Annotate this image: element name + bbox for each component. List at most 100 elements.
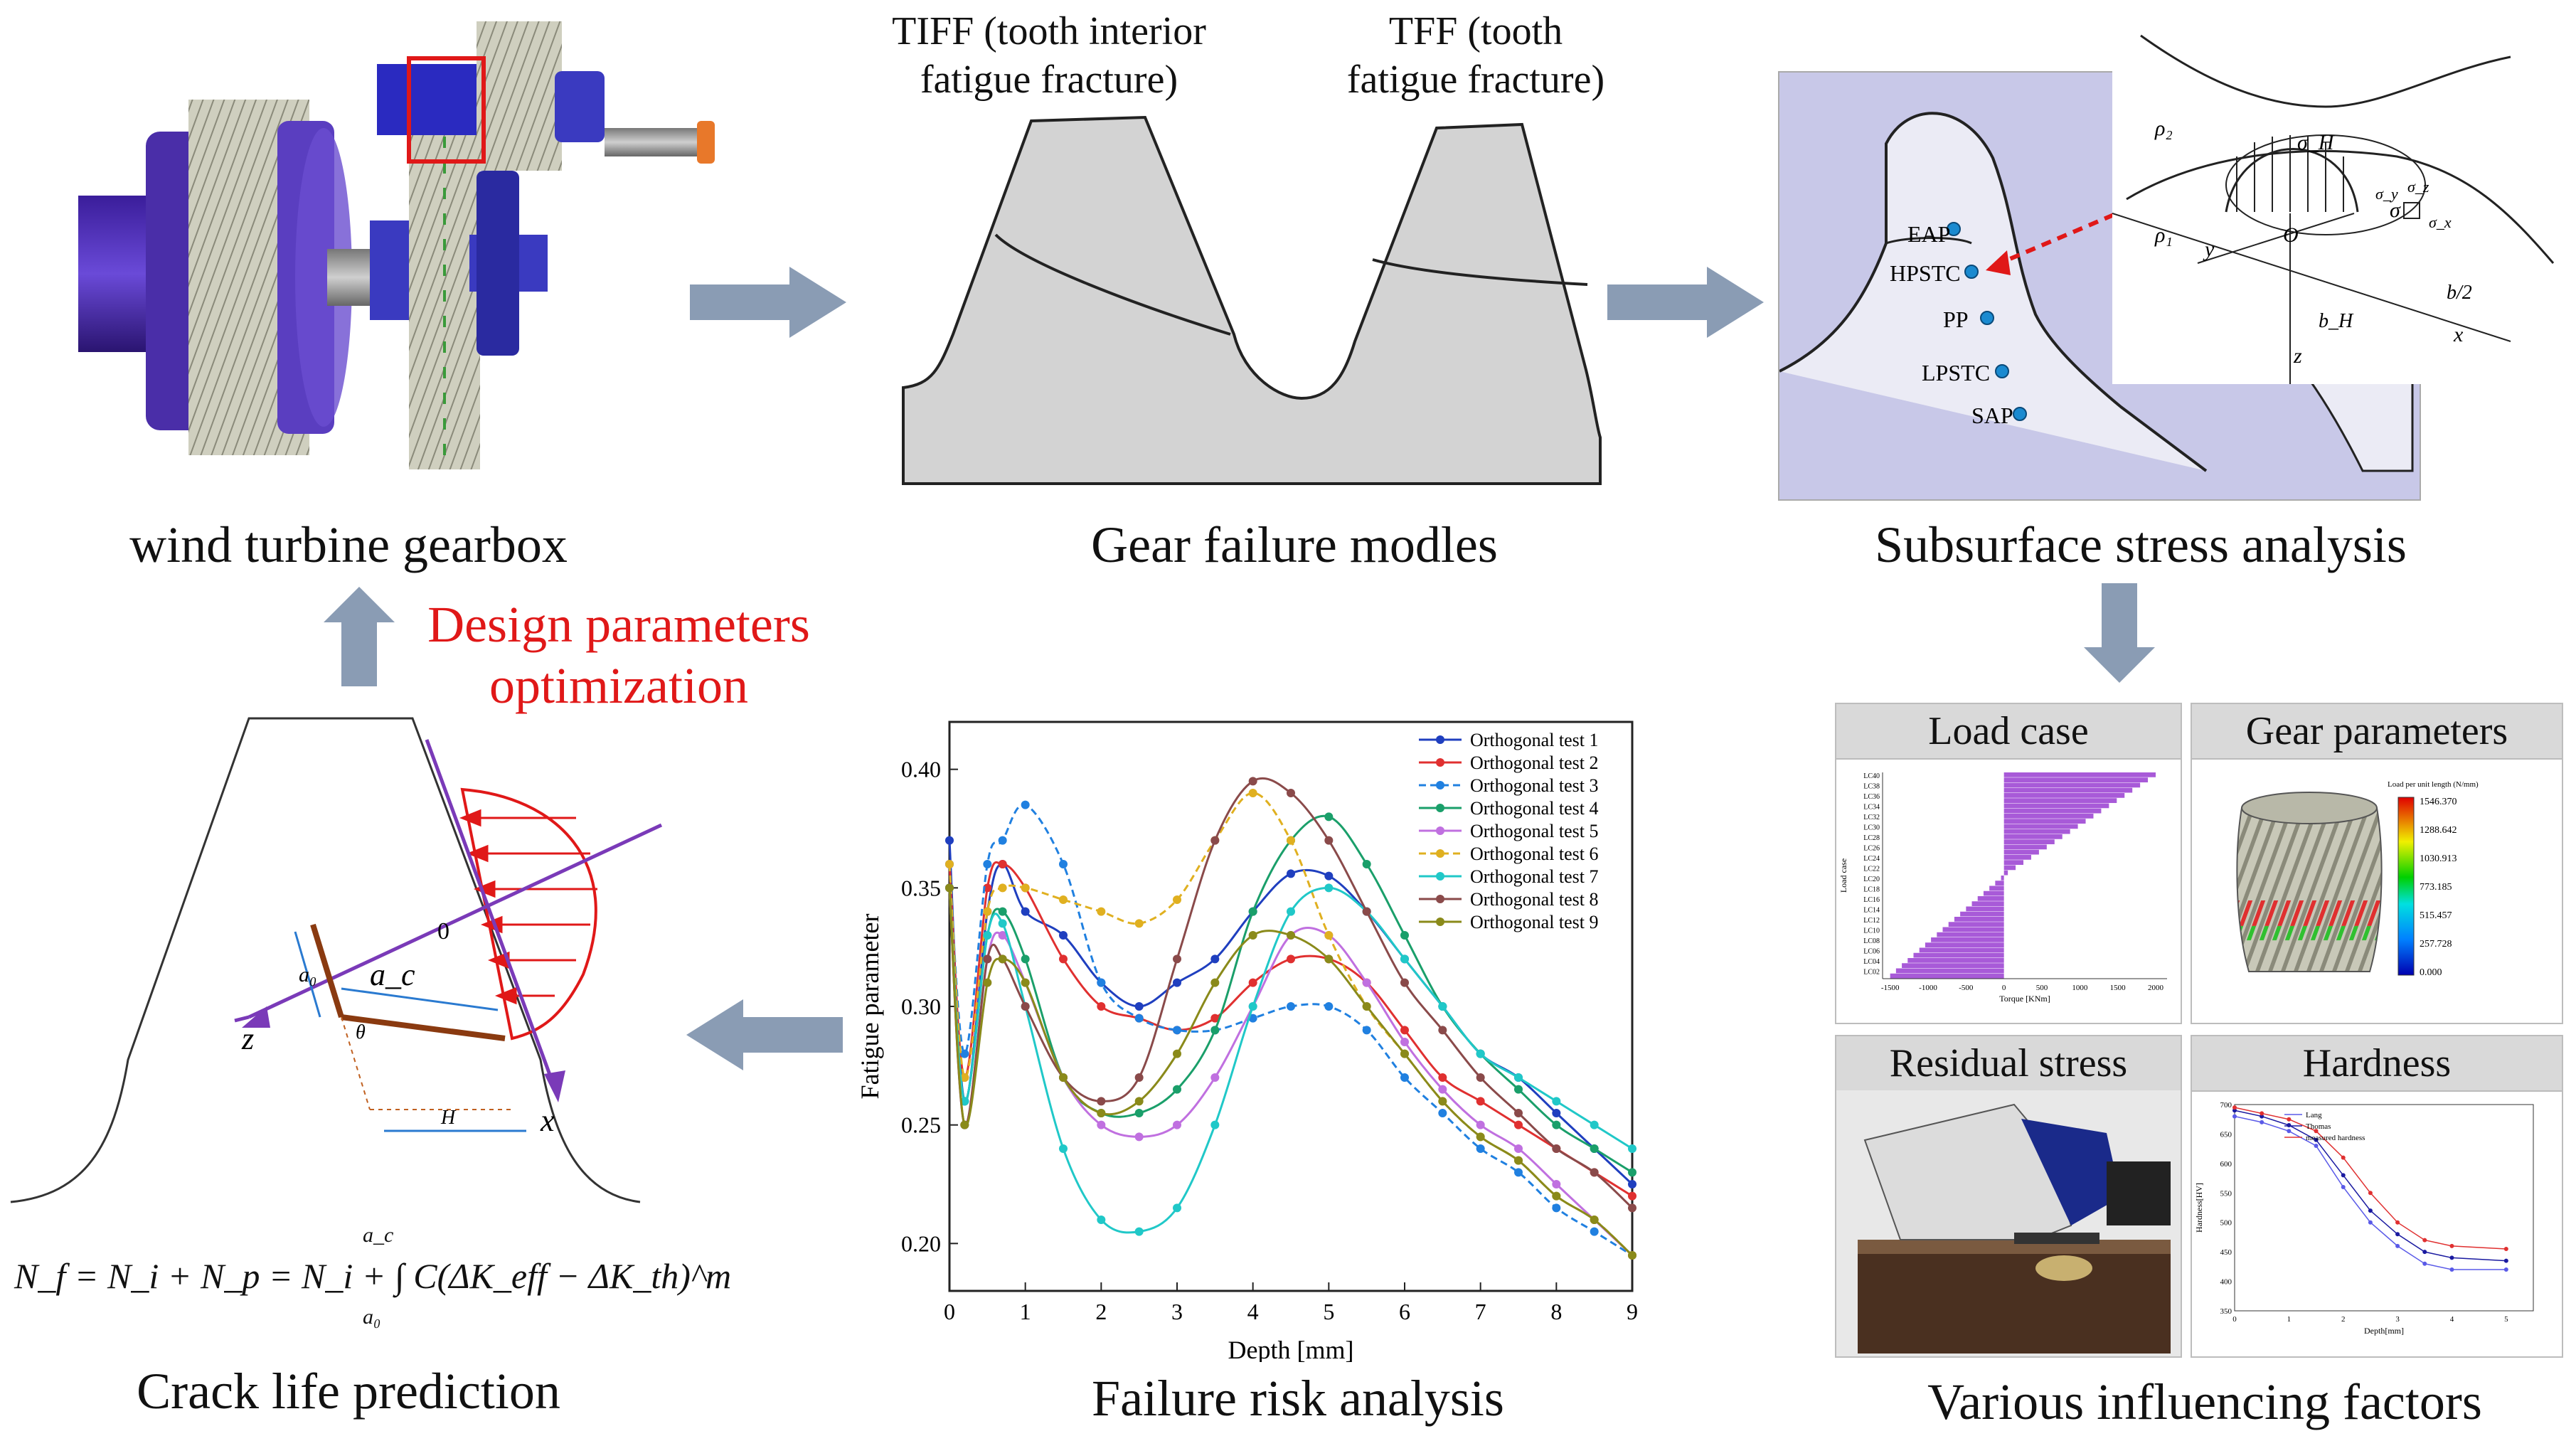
data-point [998,836,1007,845]
data-point [983,883,992,893]
load-case-label: LC04 [1863,958,1880,966]
legend-label: Orthogonal test 5 [1470,821,1599,841]
data-point [1059,1144,1068,1153]
factor-load-case: Load case -1500 -1000 -500 0 500 1000 1500 2000… [1835,703,2182,1024]
label-rho1: ρ₁ [2154,223,2173,247]
hardness-x-tick: 0 [2232,1315,2237,1324]
label-rho2: ρ₂ [2154,117,2173,140]
residual-stress-photo [1836,1090,2181,1356]
load-case-label: LC30 [1863,824,1880,832]
arrow-right-2 [1607,267,1764,338]
label-pp: PP [1943,307,1969,332]
crack-panel: 0 a_c a₀ θ H z x [0,704,825,1330]
data-point [1362,1002,1371,1011]
data-point [960,1097,969,1106]
data-point [1362,860,1371,868]
data-point [1552,1144,1561,1153]
hardness-point [2260,1119,2264,1124]
label-origin: O [2283,223,2299,247]
label-sx: σ_x [2429,213,2452,231]
y-tick-label: 0.25 [901,1112,941,1138]
data-point [1400,954,1409,964]
data-point [1059,1073,1068,1082]
data-point [983,931,992,940]
hardness-point [2232,1108,2237,1113]
label-crack-z: z [241,1021,254,1056]
tiff-label-line2: fatigue fracture) [920,58,1178,102]
data-point [1590,1144,1599,1153]
load-bar [1948,922,2004,927]
data-point [1438,1097,1447,1106]
hardness-point [2260,1111,2264,1116]
load-case-label: LC08 [1863,937,1880,945]
data-point [1248,907,1257,916]
data-point [1552,1097,1561,1106]
data-point [1514,1109,1523,1117]
load-case-label: LC06 [1863,948,1880,956]
x-axis-label: Depth [mm] [1228,1336,1354,1362]
data-point [1590,1168,1599,1177]
x-tick-label: 3 [1171,1299,1183,1324]
load-bar [2003,782,2141,788]
label-bhalf: b/2 [2447,282,2472,304]
data-point [1400,1026,1409,1035]
data-point [1287,954,1295,964]
label-sigma: σ [2390,198,2401,222]
load-bar [1983,890,2004,896]
caption-risk: Failure risk analysis [1092,1370,1504,1427]
label-y: y [2203,238,2215,261]
hertz-contact-inset: σ_H σ O ρ₂ ρ₁ y z x b_H b/2 σ_x σ_y σ_z [2112,28,2575,384]
load-bar [1890,973,2004,979]
data-point [1097,1109,1106,1117]
load-bar [1907,958,2004,963]
label-a0: a₀ [299,963,316,986]
data-point [1514,1085,1523,1094]
load-case-label: LC40 [1863,772,1880,780]
load-case-label: LC20 [1863,876,1880,883]
arrow-up [324,587,395,686]
load-bar [1989,885,2004,891]
hardness-point [2368,1208,2373,1213]
formula-text: N_f = N_i + N_p = N_i + ∫ C(ΔK_eff − ΔK_… [14,1256,732,1296]
failure-models-panel: TIFF (tooth interior fatigue fracture) T… [882,0,1678,498]
hardness-y-tick: 450 [2220,1248,2232,1257]
load-bar [2003,860,2024,865]
data-point [1628,1203,1636,1213]
data-point [1628,1168,1636,1177]
hardness-point [2368,1220,2373,1225]
data-point [1134,1109,1144,1117]
data-point [1324,836,1334,845]
load-bar [2003,808,2102,814]
load-case-label: LC28 [1863,834,1880,842]
tiff-crack-path [994,233,1231,336]
load-case-label: LC12 [1863,917,1880,925]
arrow-down [2084,583,2155,683]
label-sz: σ_z [2407,178,2429,196]
tooth-outline [902,115,1602,485]
data-point [1476,1132,1485,1142]
data-point [1173,1120,1181,1129]
point-pp [1980,311,1994,325]
colorbar-tick: 1288.642 [2420,825,2457,836]
legend-marker [1436,781,1444,789]
data-point [1097,1120,1106,1129]
data-point [1097,907,1106,916]
load-case-label: LC14 [1863,907,1880,915]
data-point [1210,978,1220,987]
data-point [1134,919,1144,928]
load-bar [2003,824,2078,829]
hardness-point [2422,1261,2427,1266]
caption-factors: Various influencing factors [1927,1373,2482,1430]
factor-hardness: Hardness 700 650 600 550 500 450 400 350 0 1 2 3 4 5 L… [2191,1035,2563,1358]
data-point [1590,1227,1599,1236]
data-point [1173,895,1181,904]
load-case-label: LC22 [1863,866,1880,873]
load-bar [2003,772,2156,777]
legend-label: Orthogonal test 8 [1470,889,1599,910]
data-point [1134,1132,1144,1142]
data-point [1210,1120,1220,1129]
label-x: x [2453,323,2464,346]
y-tick-label: 0.40 [901,757,941,782]
data-point [998,931,1007,940]
hardness-point [2503,1258,2508,1263]
